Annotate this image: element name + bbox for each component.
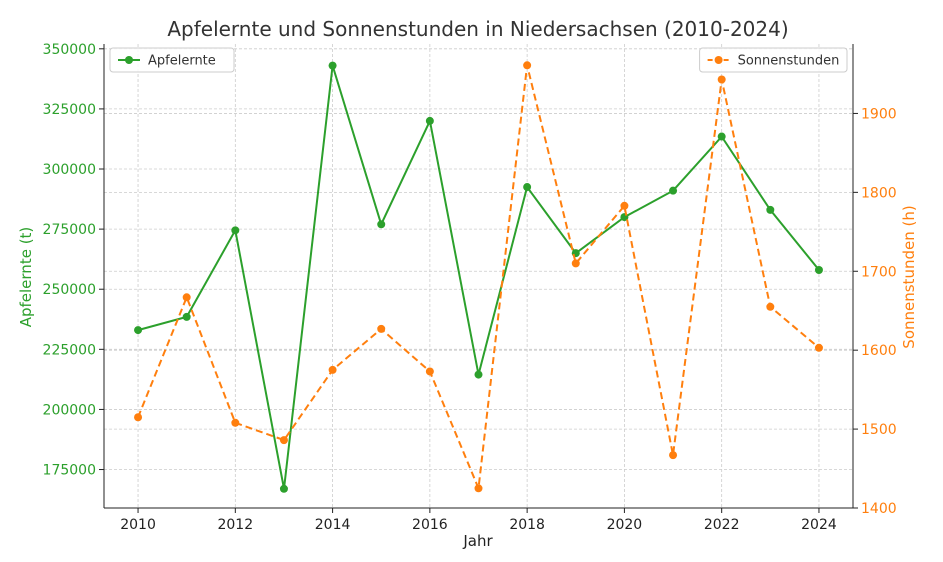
y-tick-label-left: 250000 (43, 282, 96, 298)
data-point-apfelernte (717, 132, 726, 141)
data-point-sonnenstunden (231, 418, 240, 427)
y-tick-label-right: 1400 (861, 501, 897, 517)
data-point-apfelernte (328, 61, 337, 70)
y-tick-label-left: 275000 (43, 222, 96, 238)
data-point-apfelernte (669, 186, 678, 195)
data-point-apfelernte (377, 220, 386, 229)
x-tick-label: 2018 (509, 517, 545, 533)
series-line-sonnenstunden (137, 65, 820, 493)
data-point-sonnenstunden (620, 201, 629, 210)
y-tick-label-left: 300000 (43, 162, 96, 178)
data-point-apfelernte (425, 116, 434, 125)
legend-box (109, 47, 235, 73)
chart-title: Apfelernte und Sonnenstunden in Niedersa… (167, 17, 788, 41)
x-tick-label: 2014 (315, 517, 351, 533)
y-tick-label-right: 1700 (861, 264, 897, 280)
legend-sonnenstunden: Sonnenstunden (699, 47, 848, 73)
data-point-apfelernte (134, 326, 143, 335)
x-tick-label: 2012 (217, 517, 253, 533)
series-layer (134, 61, 823, 493)
legend-label: Sonnenstunden (738, 54, 840, 69)
legend-label: Apfelernte (148, 54, 216, 69)
data-point-sonnenstunden (814, 343, 823, 352)
data-point-sonnenstunden (717, 75, 726, 84)
data-point-sonnenstunden (669, 451, 678, 460)
y-tick-label-right: 1800 (861, 185, 897, 201)
data-point-sonnenstunden (523, 61, 532, 70)
data-point-sonnenstunden (571, 259, 580, 268)
data-point-sonnenstunden (134, 413, 143, 422)
data-point-apfelernte (182, 312, 191, 321)
data-point-apfelernte (523, 183, 532, 192)
y-axis-label-right: Sonnenstunden (h) (900, 205, 918, 348)
data-point-sonnenstunden (425, 367, 434, 376)
y-tick-label-left: 325000 (43, 102, 96, 118)
legend-marker (714, 56, 723, 64)
x-tick-label: 2016 (412, 517, 448, 533)
y-tick-label-left: 350000 (43, 42, 96, 58)
data-point-apfelernte (279, 484, 288, 493)
y-tick-label-right: 1500 (861, 422, 897, 438)
data-point-sonnenstunden (182, 293, 191, 302)
data-point-sonnenstunden (766, 302, 775, 311)
x-tick-label: 2024 (801, 517, 837, 533)
data-point-apfelernte (814, 265, 823, 274)
grid (104, 44, 853, 509)
x-tick-label: 2022 (704, 517, 740, 533)
y-tick-label-left: 225000 (43, 342, 96, 358)
x-tick-label: 2010 (120, 517, 156, 533)
data-point-apfelernte (231, 226, 240, 235)
data-point-sonnenstunden (279, 436, 288, 445)
y-tick-label-right: 1600 (861, 343, 897, 359)
legend-box (699, 47, 848, 73)
legend-marker (125, 56, 133, 64)
data-point-apfelernte (766, 205, 775, 214)
x-axis-label: Jahr (462, 532, 493, 550)
data-point-sonnenstunden (377, 324, 386, 333)
y-tick-label-right: 1900 (861, 106, 897, 122)
y-tick-label-left: 175000 (43, 463, 96, 479)
y-tick-label-left: 200000 (43, 402, 96, 418)
axes: 2010 2012 2014 2016 2018 2020 2022 2024 175000 20… (43, 42, 897, 533)
data-point-apfelernte (474, 370, 483, 379)
legend-apfelernte: Apfelernte (109, 47, 235, 73)
data-point-sonnenstunden (328, 365, 337, 374)
y-axis-label-left: Apfelernte (t) (17, 227, 35, 328)
x-tick-label: 2020 (607, 517, 643, 533)
legends: Apfelernte Sonnenstunden (109, 47, 848, 73)
data-point-sonnenstunden (474, 484, 483, 493)
